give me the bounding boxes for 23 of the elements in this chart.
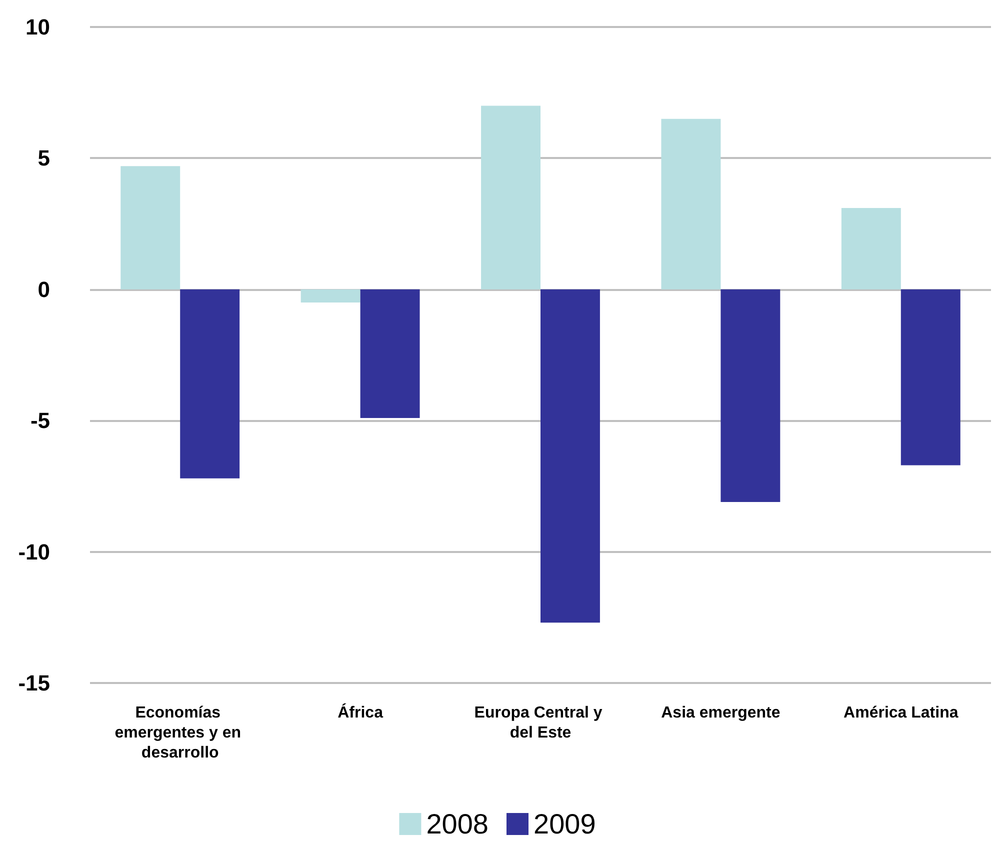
y-tick-label: -5 [30, 408, 50, 434]
y-tick-label: -15 [18, 670, 50, 696]
legend-label: 2008 [426, 808, 489, 840]
y-tick-label: -10 [18, 539, 50, 564]
y-tick-label: 0 [38, 276, 50, 302]
bar [360, 289, 420, 418]
y-tick-label: 10 [26, 14, 50, 40]
bar [481, 106, 540, 290]
y-tick-label: 5 [38, 146, 50, 171]
x-tick-label: América Latina [844, 704, 958, 722]
x-tick-label: África [338, 702, 384, 722]
bar [720, 289, 780, 502]
bar [540, 289, 600, 623]
bar [300, 289, 360, 303]
legend-label: 2009 [534, 808, 596, 840]
bar [900, 289, 960, 466]
x-tick-label: Europa Central y del Este [474, 704, 607, 742]
x-tick-label: Asia emergente [661, 704, 780, 722]
x-tick-label: Economías emergentes y en desarrollo [114, 704, 246, 762]
bar [180, 289, 240, 478]
bar [661, 118, 721, 290]
bar [841, 208, 901, 290]
bar [120, 166, 180, 290]
